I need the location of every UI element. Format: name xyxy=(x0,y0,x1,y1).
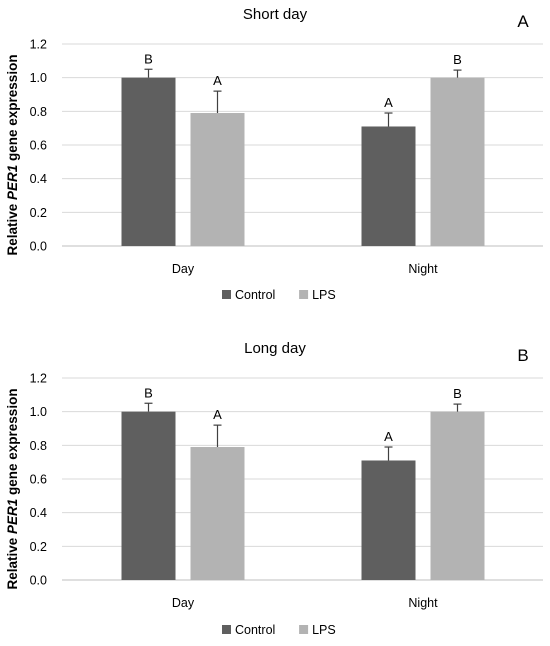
y-axis-label-part: Relative xyxy=(5,200,20,256)
y-tick-label: 1.2 xyxy=(30,38,47,52)
bar-lps-day xyxy=(190,113,245,247)
legend-swatch xyxy=(299,290,309,299)
bar-lps-night xyxy=(430,77,485,247)
y-tick-label: 1.2 xyxy=(30,372,47,386)
bar-control-day xyxy=(121,411,176,580)
legend-swatch xyxy=(222,290,231,299)
panel-letter: A xyxy=(517,12,529,31)
y-axis-label: Relative PER1 gene expression xyxy=(5,54,20,255)
y-tick-label: 0.4 xyxy=(30,506,47,520)
y-tick-label: 0.2 xyxy=(30,540,47,554)
y-tick-label: 0.6 xyxy=(30,139,47,153)
chart-title: Short day xyxy=(243,6,308,23)
legend-swatch xyxy=(299,625,309,634)
y-axis-label-part: gene expression xyxy=(5,54,20,164)
x-category-label: Night xyxy=(408,262,438,276)
y-axis-label-part: gene expression xyxy=(5,388,20,498)
chart-panel-1: Short day A 0.0 0.2 0.4 0.6 0.8 1.0 1.2 Relative … xyxy=(5,6,543,302)
legend: Control LPS xyxy=(222,623,336,637)
significance-letter: A xyxy=(213,407,222,422)
significance-letter: B xyxy=(144,51,153,66)
legend-swatch xyxy=(222,625,231,634)
chart-title: Long day xyxy=(244,340,306,357)
y-tick-label: 0.4 xyxy=(30,172,47,186)
chart-panel-2: Long day B 0.0 0.2 0.4 0.6 0.8 1.0 1.2 Relative P… xyxy=(5,340,543,637)
legend-label: Control xyxy=(235,623,275,637)
x-category-label: Day xyxy=(172,596,195,610)
legend-label: Control xyxy=(235,288,275,302)
significance-letter: A xyxy=(384,95,393,110)
y-tick-label: 1.0 xyxy=(30,71,47,85)
bar-control-night xyxy=(361,126,416,246)
y-tick-label: 0.0 xyxy=(30,574,47,588)
bar-control-day xyxy=(121,77,176,247)
x-category-label: Day xyxy=(172,262,195,276)
y-axis-label-part: Relative xyxy=(5,534,20,590)
y-tick-label: 0.8 xyxy=(30,105,47,119)
significance-letter: B xyxy=(453,386,462,401)
y-tick-label: 0.2 xyxy=(30,206,47,220)
y-tick-label: 0.8 xyxy=(30,439,47,453)
significance-letter: A xyxy=(384,429,393,444)
bar-lps-day xyxy=(190,447,245,580)
y-tick-label: 0.0 xyxy=(30,240,47,254)
legend: Control LPS xyxy=(222,288,336,302)
significance-letter: B xyxy=(453,52,462,67)
legend-label: LPS xyxy=(312,623,336,637)
y-tick-label: 0.6 xyxy=(30,473,47,487)
significance-letter: A xyxy=(213,73,222,88)
significance-letter: B xyxy=(144,385,153,400)
legend-label: LPS xyxy=(312,288,336,302)
x-category-label: Night xyxy=(408,596,438,610)
y-tick-label: 1.0 xyxy=(30,405,47,419)
panel-letter: B xyxy=(517,346,528,365)
y-axis-label-gene: PER1 xyxy=(5,165,20,200)
y-axis-label: Relative PER1 gene expression xyxy=(5,388,20,589)
bar-control-night xyxy=(361,460,416,580)
bar-lps-night xyxy=(430,411,485,580)
y-axis-label-gene: PER1 xyxy=(5,499,20,534)
